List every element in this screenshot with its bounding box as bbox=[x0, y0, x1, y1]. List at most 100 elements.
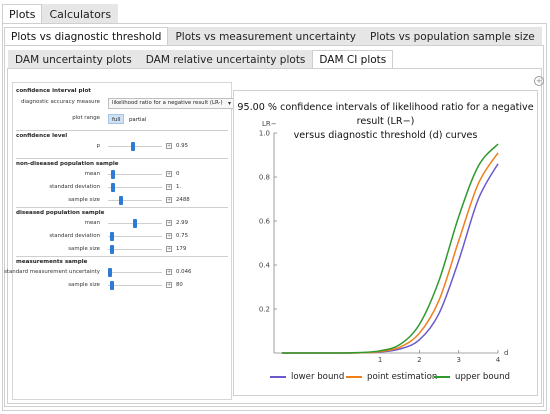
tab-dam-ci-plots[interactable]: DAM CI plots bbox=[312, 50, 394, 69]
mean-value: 0 bbox=[176, 171, 180, 177]
plot-range-full-button[interactable]: full bbox=[108, 114, 125, 124]
slider-thumb[interactable] bbox=[109, 245, 114, 254]
options-icon[interactable]: + bbox=[534, 76, 544, 86]
slider-thumb[interactable] bbox=[110, 183, 115, 192]
smu-label: standard measurement uncertainty bbox=[4, 269, 100, 275]
section-title: non-diseased population sample bbox=[16, 161, 119, 167]
series-line-point-estimation bbox=[281, 152, 499, 354]
plot-range-partial-button[interactable]: partial bbox=[129, 117, 147, 123]
expand-icon[interactable]: + bbox=[166, 197, 172, 203]
plot-title: 95.00 % confidence intervals of likeliho… bbox=[234, 101, 537, 143]
non-diseased-sd-slider[interactable] bbox=[108, 182, 162, 193]
x-axis-label: d bbox=[504, 349, 508, 357]
measure-select[interactable]: likelihood ratio for a negative result (… bbox=[108, 98, 234, 109]
expand-icon[interactable]: + bbox=[166, 184, 172, 190]
plot-tab-bar: Plots vs diagnostic threshold Plots vs m… bbox=[4, 26, 542, 46]
measure-select-value: likelihood ratio for a negative result (… bbox=[112, 100, 223, 106]
top-tab-bar: Plots Calculators bbox=[2, 3, 119, 24]
expand-icon[interactable]: + bbox=[166, 220, 172, 226]
tab-plots-vs-measurement-uncertainty[interactable]: Plots vs measurement uncertainty bbox=[168, 27, 363, 46]
non-diseased-section: non-diseased population sample mean + 0 … bbox=[16, 158, 228, 205]
ci-plot: 95.00 % confidence intervals of likeliho… bbox=[233, 90, 538, 396]
mean-label: mean bbox=[84, 171, 100, 177]
sd-label: standard deviation bbox=[49, 184, 100, 190]
expand-icon[interactable]: + bbox=[166, 233, 172, 239]
p-value: 0.95 bbox=[176, 143, 189, 149]
expand-icon[interactable]: + bbox=[166, 143, 172, 149]
expand-icon[interactable]: + bbox=[166, 282, 172, 288]
section-title: diseased population sample bbox=[16, 210, 105, 216]
expand-icon[interactable]: + bbox=[166, 269, 172, 275]
expand-icon[interactable]: + bbox=[166, 171, 172, 177]
mean-label: mean bbox=[84, 220, 100, 226]
p-slider[interactable] bbox=[108, 141, 162, 152]
y-tick-label: 0.4 bbox=[259, 262, 271, 270]
dam-tab-bar: DAM uncertainty plots DAM relative uncer… bbox=[8, 49, 394, 69]
y-tick-label: 0.2 bbox=[259, 306, 270, 314]
non-diseased-size-slider[interactable] bbox=[108, 195, 162, 206]
slider-thumb[interactable] bbox=[108, 268, 112, 277]
legend-label: lower bound bbox=[291, 372, 345, 382]
plot-title-line-2: versus diagnostic threshold (d) curves bbox=[293, 130, 478, 141]
y-axis-label: LR− bbox=[262, 120, 277, 128]
x-tick-label: 1 bbox=[378, 356, 382, 364]
dropdown-arrow-icon: ▾ bbox=[227, 100, 231, 107]
y-tick-label: 0.8 bbox=[259, 174, 270, 182]
ci-plot-section: confidence interval plot diagnostic accu… bbox=[16, 86, 234, 124]
legend-lower-bound: lower bound bbox=[270, 372, 344, 382]
p-label: p bbox=[96, 143, 100, 149]
mean-value: 2.99 bbox=[176, 220, 189, 226]
legend-swatch bbox=[346, 376, 362, 378]
tab-plots-vs-population-sample-size[interactable]: Plots vs population sample size bbox=[362, 27, 542, 46]
diseased-section: diseased population sample mean + 2.99 s… bbox=[16, 207, 228, 254]
measure-label: diagnostic accuracy measure bbox=[20, 99, 100, 105]
legend-upper-bound: upper bound bbox=[434, 372, 510, 382]
confidence-section: confidence level p + 0.95 bbox=[16, 130, 228, 151]
sample-size-label: sample size bbox=[68, 246, 100, 252]
tab-plots[interactable]: Plots bbox=[2, 4, 43, 24]
diseased-sd-slider[interactable] bbox=[108, 231, 162, 242]
section-title: confidence level bbox=[16, 133, 68, 139]
tab-dam-uncertainty-plots[interactable]: DAM uncertainty plots bbox=[8, 50, 139, 69]
x-tick-label: 4 bbox=[496, 356, 501, 364]
smu-value: 0.046 bbox=[176, 269, 192, 275]
diseased-mean-slider[interactable] bbox=[108, 218, 162, 229]
section-title: measurements sample bbox=[16, 259, 88, 265]
controls-panel: confidence interval plot diagnostic accu… bbox=[4, 82, 234, 400]
x-tick-label: 3 bbox=[456, 356, 460, 364]
slider-thumb[interactable] bbox=[109, 281, 114, 290]
non-diseased-mean-slider[interactable] bbox=[108, 169, 162, 180]
diseased-size-slider[interactable] bbox=[108, 244, 162, 255]
measurements-section: measurements sample standard measurement… bbox=[4, 256, 228, 290]
series-line-lower-bound bbox=[281, 163, 499, 354]
series-line-upper-bound bbox=[281, 143, 499, 354]
measurements-size-slider[interactable] bbox=[108, 280, 162, 291]
tab-dam-relative-uncertainty-plots[interactable]: DAM relative uncertainty plots bbox=[138, 50, 313, 69]
section-title: confidence interval plot bbox=[16, 88, 91, 94]
slider-thumb[interactable] bbox=[130, 142, 135, 151]
sample-size-label: sample size bbox=[68, 197, 100, 203]
sample-size-label: sample size bbox=[68, 282, 100, 288]
legend-swatch bbox=[434, 376, 450, 378]
slider-thumb[interactable] bbox=[133, 219, 137, 228]
x-tick-label: 2 bbox=[417, 356, 421, 364]
tab-plots-vs-diagnostic-threshold[interactable]: Plots vs diagnostic threshold bbox=[4, 27, 169, 46]
chart-area: 1 2 3 4 0.2 0.4 0.6 0.8 1.0 LR− d bbox=[259, 120, 509, 364]
legend-point-estimation: point estimation bbox=[346, 372, 437, 382]
slider-thumb[interactable] bbox=[110, 170, 115, 179]
legend-label: upper bound bbox=[455, 372, 510, 382]
sd-value: 0.75 bbox=[176, 233, 189, 239]
smu-slider[interactable] bbox=[108, 267, 162, 278]
sample-size-value: 2488 bbox=[176, 197, 190, 203]
y-tick-label: 1.0 bbox=[259, 130, 270, 138]
expand-icon[interactable]: + bbox=[166, 246, 172, 252]
tab-calculators[interactable]: Calculators bbox=[42, 4, 119, 24]
slider-thumb[interactable] bbox=[109, 232, 114, 241]
sd-value: 1. bbox=[176, 184, 182, 190]
slider-thumb[interactable] bbox=[119, 196, 123, 205]
y-tick-label: 0.6 bbox=[259, 218, 271, 226]
plots-panel bbox=[2, 23, 547, 411]
legend-label: point estimation bbox=[367, 372, 438, 382]
plot-title-line-1: 95.00 % confidence intervals of likeliho… bbox=[237, 102, 534, 127]
sample-size-value: 80 bbox=[176, 282, 183, 288]
